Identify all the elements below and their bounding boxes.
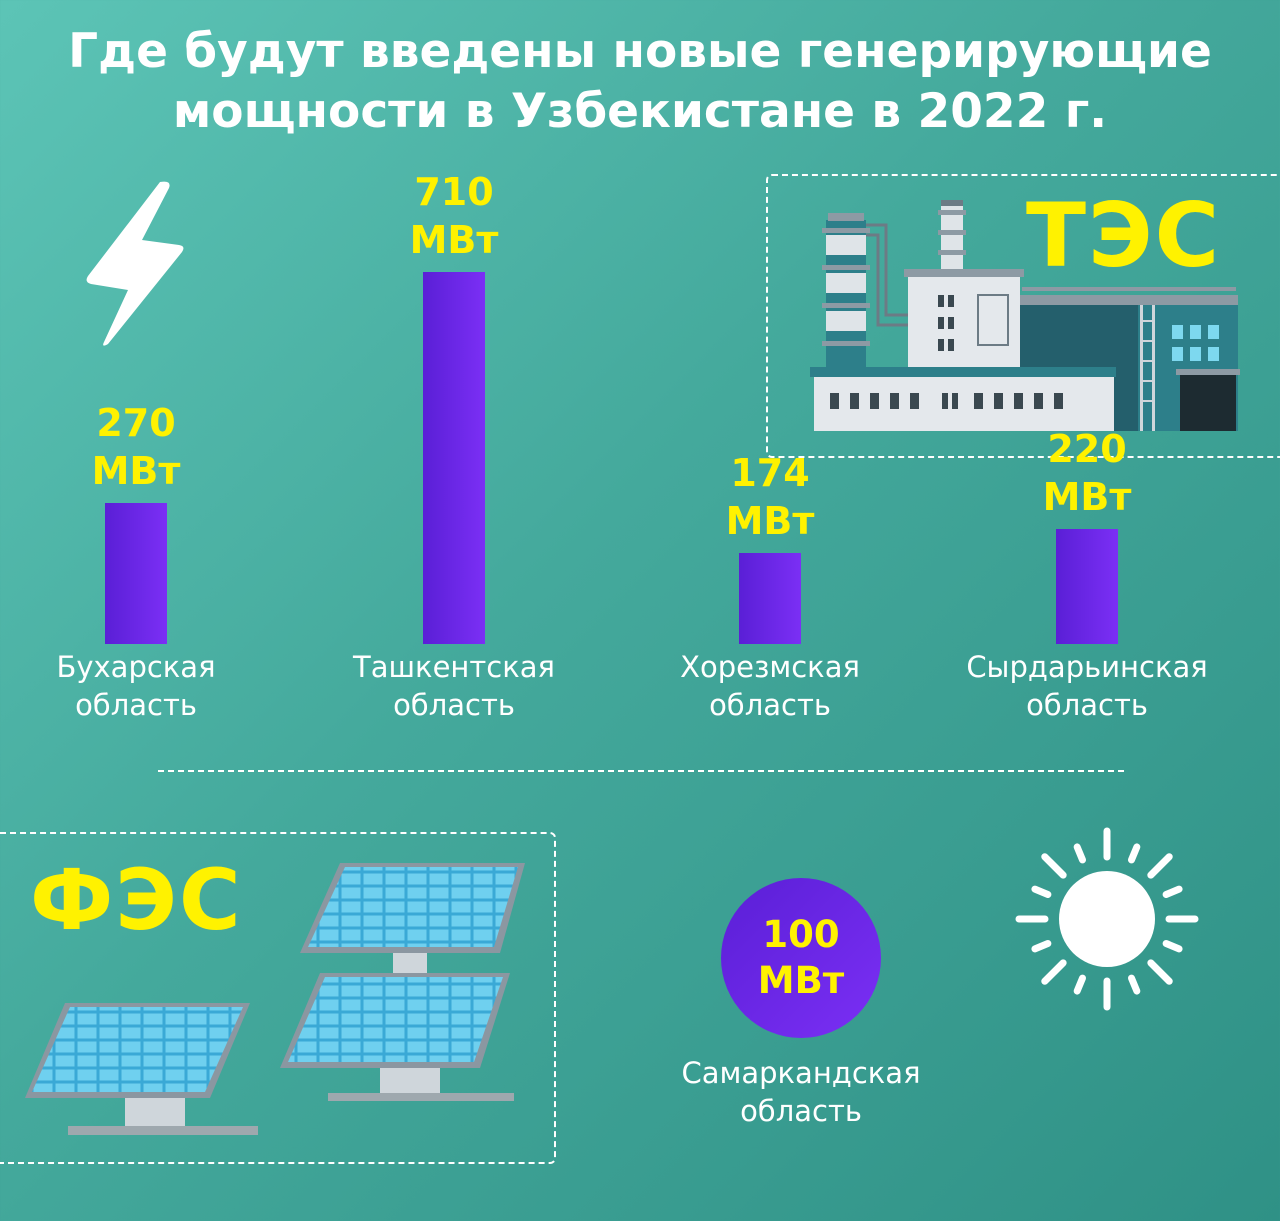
bar-value-label-4: 220 МВт xyxy=(987,425,1187,521)
tes-panel xyxy=(766,174,1280,458)
fes-panel xyxy=(0,832,556,1164)
bar-value-label-2: 710 МВт xyxy=(354,168,554,264)
category-label-line-2: область xyxy=(393,688,515,722)
solar-region-line-1: Самаркандская xyxy=(681,1056,921,1090)
category-label-line-2: область xyxy=(709,688,831,722)
sun-icon xyxy=(1015,827,1199,1011)
bar-value-unit: МВт xyxy=(409,218,499,262)
title-line-2: мощности в Узбекистане в 2022 г. xyxy=(172,84,1108,139)
page-title: Где будут введены новые генерирующие мощ… xyxy=(0,22,1280,142)
category-label-4: Сырдарьинская область xyxy=(937,648,1237,724)
tes-label: ТЭС xyxy=(1026,184,1222,287)
section-divider xyxy=(158,770,1124,772)
category-label-3: Хорезмская область xyxy=(620,648,920,724)
bar-1 xyxy=(105,503,167,644)
solar-value: 100 xyxy=(762,913,840,956)
sun-ray xyxy=(1147,853,1173,879)
bar-value-unit: МВт xyxy=(725,499,815,543)
title-line-1: Где будут введены новые генерирующие xyxy=(68,24,1212,79)
bar-2 xyxy=(423,272,485,644)
sun-ray xyxy=(1127,974,1141,995)
solar-region-label: Самаркандская область xyxy=(651,1054,951,1130)
sun-ray xyxy=(1031,939,1052,953)
category-label-line-1: Сырдарьинская xyxy=(966,650,1208,684)
category-label-line-1: Бухарская xyxy=(56,650,216,684)
category-label-line-1: Ташкентская xyxy=(353,650,555,684)
bar-value-label-1: 270 МВт xyxy=(36,399,236,495)
bar-4 xyxy=(1056,529,1118,644)
bar-value-unit: МВт xyxy=(91,449,181,493)
solar-unit: МВт xyxy=(757,959,845,1002)
category-label-line-2: область xyxy=(1026,688,1148,722)
bar-value-number: 710 xyxy=(414,170,494,214)
sun-ray xyxy=(1073,843,1087,864)
category-label-line-1: Хорезмская xyxy=(680,650,860,684)
category-label-line-2: область xyxy=(75,688,197,722)
bar-value-label-3: 174 МВт xyxy=(670,449,870,545)
sun-ray xyxy=(1041,959,1067,985)
solar-panel-icon xyxy=(25,863,525,1135)
sun-ray xyxy=(1147,959,1173,985)
bar-value-unit: МВт xyxy=(1042,475,1132,519)
sun-ray xyxy=(1031,885,1052,899)
category-label-1: Бухарская область xyxy=(0,648,286,724)
bar-value-number: 270 xyxy=(96,401,176,445)
sun-ray xyxy=(1162,885,1183,899)
power-plant-icon xyxy=(810,200,1240,431)
solar-value-badge: 100 МВт xyxy=(721,878,881,1038)
solar-region-line-2: область xyxy=(740,1094,862,1128)
sun-ray xyxy=(1127,843,1141,864)
bar-value-number: 174 xyxy=(730,451,810,495)
sun-ray xyxy=(1162,939,1183,953)
bar-3 xyxy=(739,553,801,644)
sun-ray xyxy=(1041,853,1067,879)
fes-label: ФЭС xyxy=(30,851,243,949)
bar-value-number: 220 xyxy=(1047,427,1127,471)
lightning-icon xyxy=(86,181,184,346)
sun-ray xyxy=(1073,974,1087,995)
category-label-2: Ташкентская область xyxy=(304,648,604,724)
